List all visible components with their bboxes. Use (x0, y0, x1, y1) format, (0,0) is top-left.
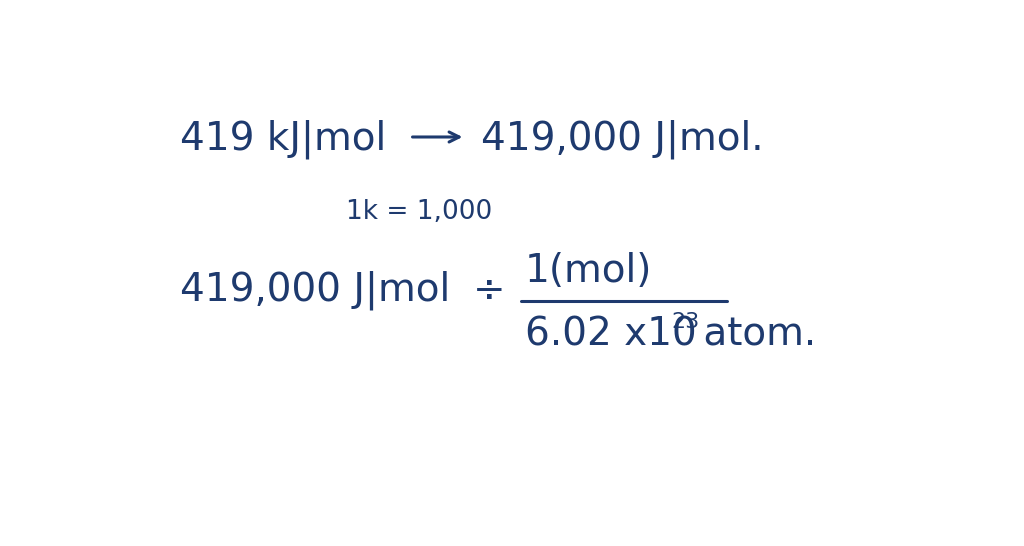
Text: 23: 23 (672, 312, 699, 333)
Text: atom.: atom. (691, 315, 817, 353)
Text: 419,000 J|mol: 419,000 J|mol (179, 271, 450, 311)
Text: 1k = 1,000: 1k = 1,000 (346, 199, 493, 225)
Text: 1(mol): 1(mol) (524, 252, 652, 290)
Text: 6.02 x10: 6.02 x10 (524, 315, 696, 353)
Text: ÷: ÷ (473, 271, 506, 309)
Text: 419 kJ|mol: 419 kJ|mol (179, 120, 386, 159)
Text: 419,000 J|mol.: 419,000 J|mol. (481, 120, 764, 159)
